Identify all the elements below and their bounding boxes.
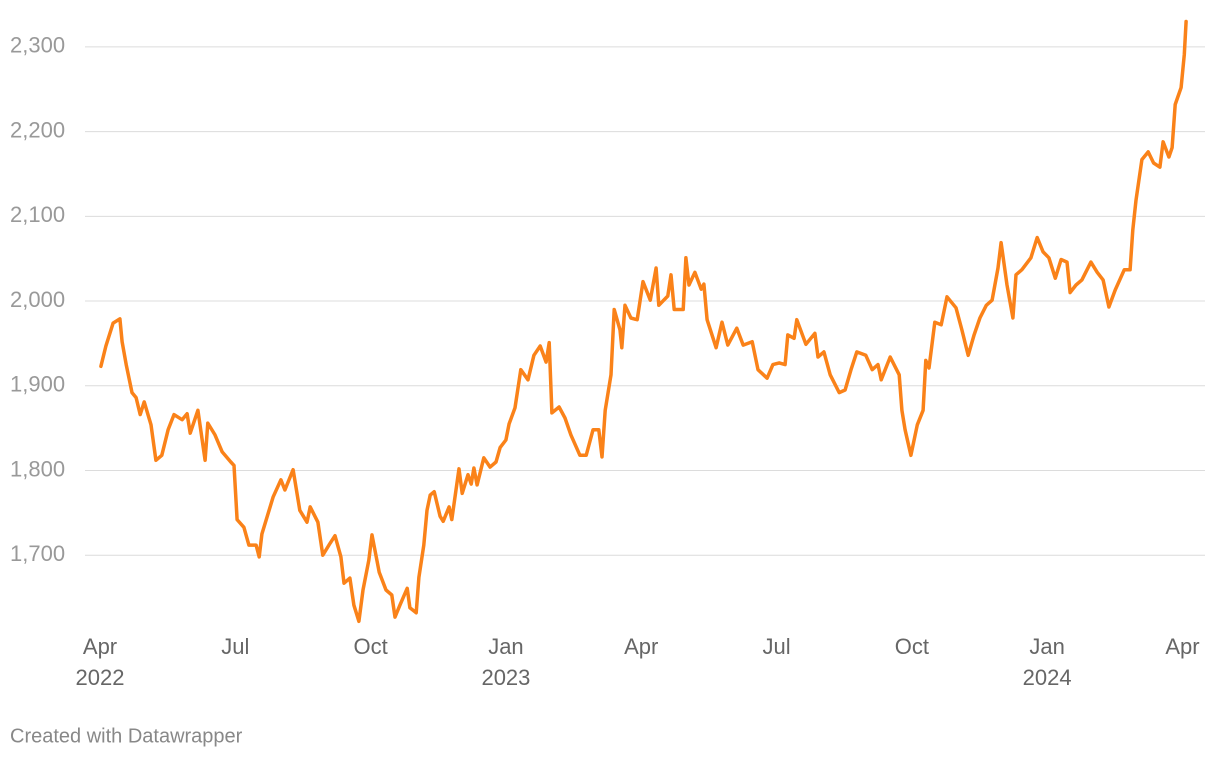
x-tick-label: Jan [1029,634,1064,659]
footer: Created with Datawrapper [10,725,243,747]
x-tick-label: Jul [762,634,790,659]
x-tick-label: Jan [488,634,523,659]
x-tick-label: Oct [895,634,929,659]
x-tick-label: Jul [221,634,249,659]
x-tick-year: 2024 [1023,665,1072,690]
y-tick-label: 2,000 [10,287,65,312]
x-tick-year: 2023 [481,665,530,690]
x-tick-year: 2022 [76,665,125,690]
y-tick-label: 2,200 [10,117,65,142]
y-tick-label: 1,700 [10,541,65,566]
x-tick-label: Apr [1165,634,1199,659]
y-tick-label: 1,900 [10,372,65,397]
y-tick-label: 2,300 [10,33,65,58]
x-tick-label: Oct [354,634,388,659]
price-line [99,19,1188,624]
y-tick-label: 1,800 [10,456,65,481]
x-tick-label: Apr [624,634,658,659]
x-tick-label: Apr [83,634,117,659]
y-tick-label: 2,100 [10,202,65,227]
